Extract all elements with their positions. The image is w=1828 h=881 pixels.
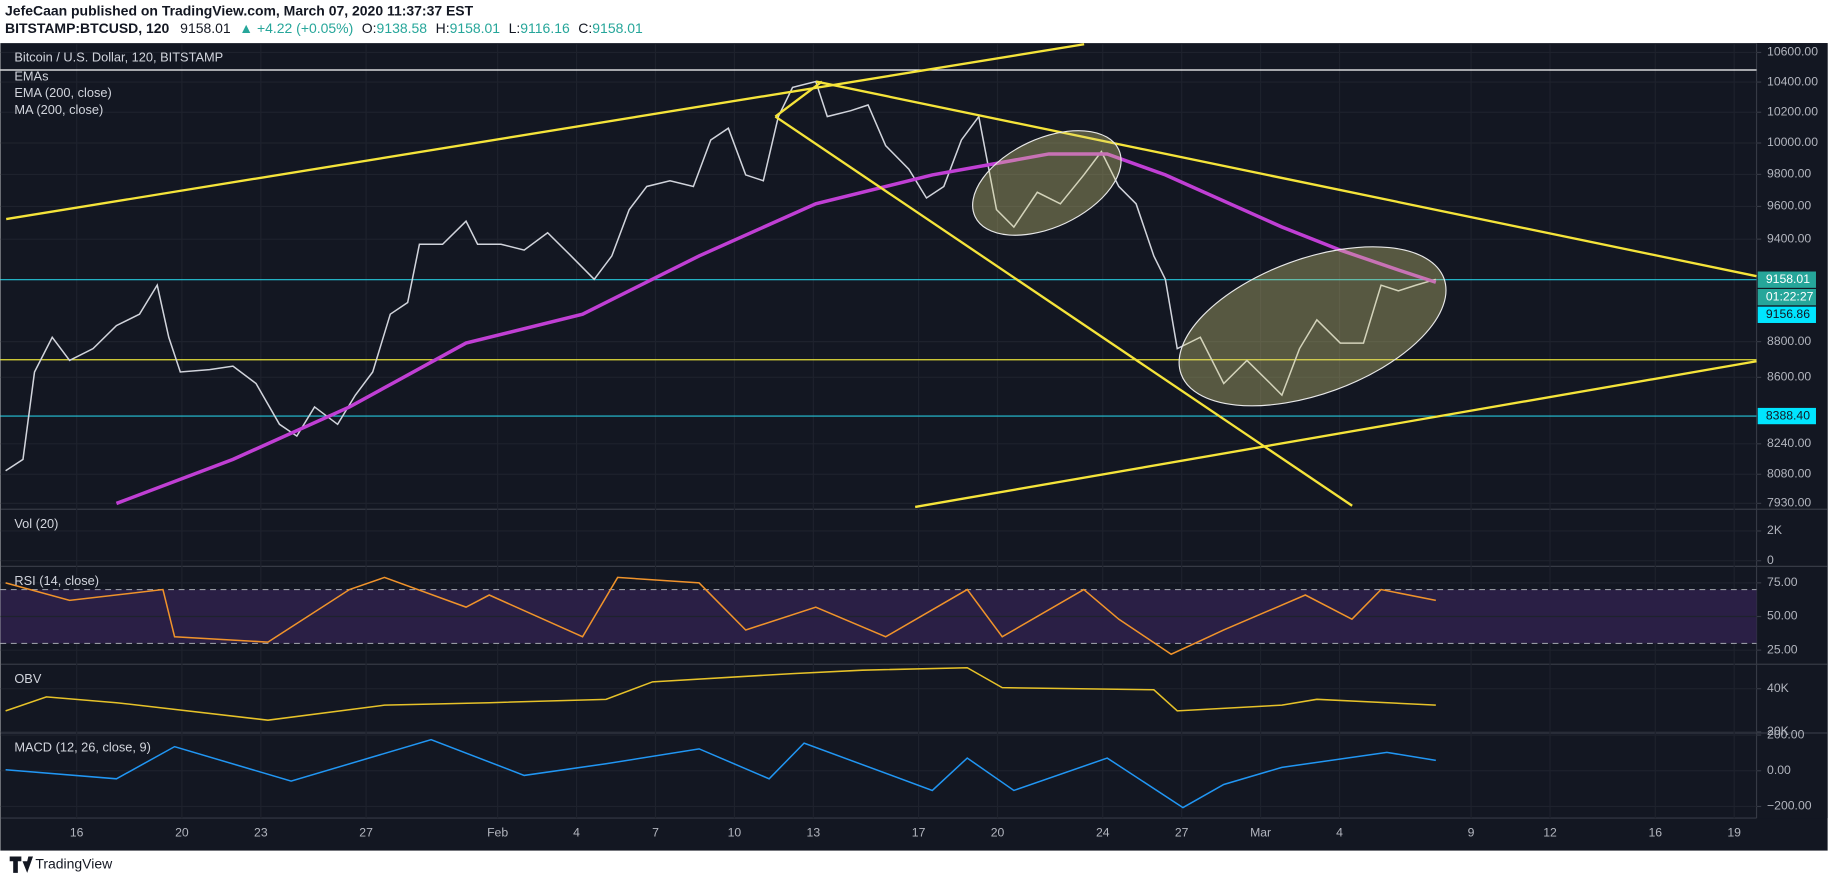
- pane-title: OBV: [14, 671, 41, 686]
- series-line: [5, 80, 1437, 472]
- y-tick-label: 7930.00: [1767, 496, 1811, 510]
- x-tick-label: 27: [359, 825, 373, 839]
- ohlc-label: O:: [362, 20, 377, 36]
- x-tick-label: 4: [573, 825, 580, 839]
- plot-layer: [0, 44, 1757, 819]
- label-layer: 16 20 23 27 Feb 4 7 10 13 17 20 24 27 Mar 4 9 12 16 19 Bitc…: [14, 45, 1818, 840]
- pane-title: RSI (14, close): [14, 573, 99, 588]
- header-author: JefeCaan published on TradingView.com, M…: [5, 2, 474, 18]
- header-last: 9158.01: [180, 20, 231, 36]
- price-label: 9158.01: [1766, 272, 1810, 286]
- y-tick-label: 25.00: [1767, 642, 1798, 656]
- x-tick-label: Feb: [487, 825, 508, 839]
- x-tick-label: 24: [1096, 825, 1110, 839]
- x-tick-label: 16: [1648, 825, 1662, 839]
- footer: [0, 850, 1828, 881]
- y-tick-label: 50.00: [1767, 609, 1798, 623]
- y-tick-label: 10400.00: [1767, 74, 1818, 88]
- x-tick-label: 4: [1336, 825, 1343, 839]
- price-label: 8388.40: [1766, 408, 1810, 422]
- ohlc-value: 9158.01: [450, 20, 501, 36]
- y-tick-label: 9800.00: [1767, 167, 1811, 181]
- price-axis: [1756, 43, 1828, 819]
- countdown: 01:22:27: [1766, 289, 1814, 303]
- y-tick-label: 10000.00: [1767, 135, 1818, 149]
- x-tick-label: 27: [1175, 825, 1189, 839]
- y-tick-label: 20K: [1767, 724, 1790, 738]
- trend-line: [774, 80, 823, 118]
- header-symbol: BITSTAMP:BTCUSD, 120: [5, 20, 170, 36]
- ohlc-value: 9158.01: [592, 20, 643, 36]
- x-tick-label: 23: [254, 825, 268, 839]
- y-tick-label: 8800.00: [1767, 334, 1811, 348]
- y-tick-label: 8600.00: [1767, 370, 1811, 384]
- y-tick-label: 40K: [1767, 681, 1790, 695]
- trend-line: [6, 43, 1085, 221]
- y-tick-label: 9400.00: [1767, 231, 1811, 245]
- ohlc-value: 9138.58: [377, 20, 428, 36]
- brand-logo: [9, 856, 33, 873]
- ohlc-label: L:: [509, 20, 521, 36]
- ohlc-label: C:: [578, 20, 592, 36]
- header-change: ▲ +4.22 (+0.05%): [239, 20, 353, 36]
- x-tick-label: 13: [807, 825, 821, 839]
- y-tick-label: 10200.00: [1767, 104, 1818, 118]
- x-tick-label: Mar: [1250, 825, 1271, 839]
- highlight-ellipse: [972, 130, 1122, 236]
- y-tick-label: 8080.00: [1767, 466, 1811, 480]
- legend-item: EMA (200, close): [14, 85, 111, 100]
- price-label-bg: [1757, 306, 1816, 323]
- price-label: 9156.86: [1766, 307, 1810, 321]
- trend-line: [774, 115, 1353, 507]
- pane-title: MACD (12, 26, close, 9): [14, 740, 151, 755]
- x-tick-label: 20: [175, 825, 189, 839]
- x-tick-label: 10: [728, 825, 742, 839]
- y-tick-label: 9600.00: [1767, 199, 1811, 213]
- x-tick-label: 20: [991, 825, 1005, 839]
- ohlc-value: 9116.16: [520, 20, 570, 36]
- x-tick-label: 12: [1543, 825, 1557, 839]
- y-tick-label: 75.00: [1767, 575, 1798, 589]
- chart-background: [0, 43, 1828, 851]
- y-tick-label: 8240.00: [1767, 436, 1811, 450]
- price-label-bg: [1757, 271, 1816, 288]
- x-tick-label: 16: [70, 825, 84, 839]
- series-line: [5, 738, 1436, 809]
- legend-item: EMAs: [14, 68, 48, 83]
- series-line: [5, 576, 1436, 656]
- y-tick-label: 10600.00: [1767, 45, 1818, 59]
- y-tick-label: 0.00: [1767, 763, 1791, 777]
- pane-title: Vol (20): [14, 516, 58, 531]
- legend-item: MA (200, close): [14, 102, 103, 117]
- x-tick-label: 7: [652, 825, 659, 839]
- y-tick-label: 0: [1767, 553, 1774, 567]
- countdown-bg: [1757, 288, 1816, 306]
- y-tick-label: 2K: [1767, 523, 1783, 537]
- pane-title: Bitcoin / U.S. Dollar, 120, BITSTAMP: [14, 50, 223, 65]
- series-line: [5, 666, 1436, 721]
- y-tick-label: 200.00: [1767, 727, 1805, 741]
- series-line: [115, 152, 1437, 506]
- trend-line: [815, 80, 1757, 278]
- ohlc-label: H:: [436, 20, 450, 36]
- x-tick-label: 19: [1727, 825, 1741, 839]
- y-tick-label: −200.00: [1767, 799, 1812, 813]
- brand: TradingView: [35, 855, 113, 871]
- price-label-bg: [1757, 407, 1816, 425]
- x-tick-label: 9: [1468, 825, 1475, 839]
- trend-line: [914, 360, 1757, 509]
- highlight-ellipse: [1178, 246, 1447, 407]
- header-quote: BITSTAMP:BTCUSD, 120 9158.01 ▲ +4.22 (+0…: [5, 20, 643, 36]
- drawings: [6, 43, 1757, 509]
- x-tick-label: 17: [912, 825, 926, 839]
